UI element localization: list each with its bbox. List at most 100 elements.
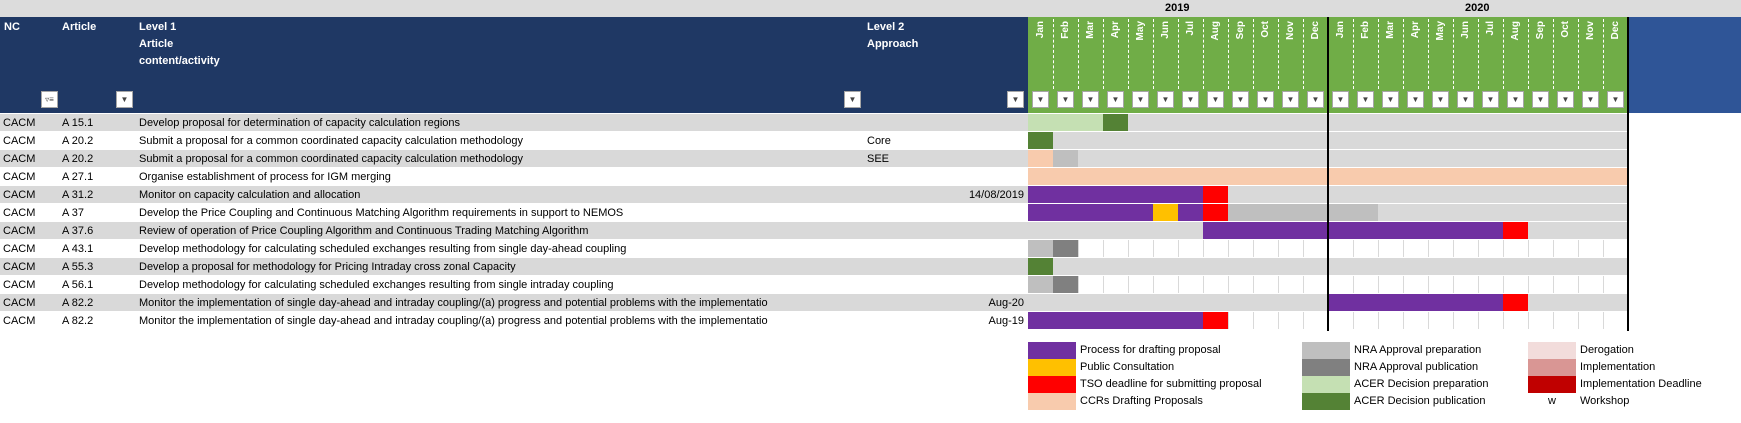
month-filter-button[interactable]: ▼ bbox=[1557, 91, 1574, 108]
month-filter-button[interactable]: ▼ bbox=[1282, 91, 1299, 108]
month-filter-button[interactable]: ▼ bbox=[1257, 91, 1274, 108]
cell-date bbox=[900, 258, 1024, 276]
month-filter-button[interactable]: ▼ bbox=[1157, 91, 1174, 108]
legend-swatch bbox=[1528, 342, 1576, 359]
month-filter-button[interactable]: ▼ bbox=[1607, 91, 1624, 108]
gantt-gridline bbox=[1603, 240, 1604, 258]
gantt-gridline bbox=[1553, 240, 1554, 258]
legend-label: CCRs Drafting Proposals bbox=[1080, 395, 1203, 407]
table-row: CACM A 31.2 Monitor on capacity calculatio… bbox=[0, 186, 1741, 204]
month-filter-button[interactable]: ▼ bbox=[1332, 91, 1349, 108]
month-label-text: Jun bbox=[1460, 21, 1471, 39]
gantt-bar-lightgreen bbox=[1028, 114, 1103, 132]
filter-dropdown-button[interactable]: ▼ bbox=[116, 91, 133, 108]
gantt-gridline bbox=[1228, 312, 1229, 330]
filter-dropdown-button[interactable]: ▼ bbox=[1007, 91, 1024, 108]
gantt-bar-lightgray bbox=[1028, 240, 1053, 258]
legend-swatch bbox=[1302, 376, 1350, 393]
month-filter-button[interactable]: ▼ bbox=[1207, 91, 1224, 108]
row-separator bbox=[0, 221, 1741, 222]
gantt-bar-darkgray bbox=[1053, 240, 1078, 258]
cell-date bbox=[900, 240, 1024, 258]
legend-label: NRA Approval publication bbox=[1354, 361, 1479, 373]
cell-nc: CACM bbox=[3, 315, 36, 327]
month-filter-button[interactable]: ▼ bbox=[1057, 91, 1074, 108]
cell-date bbox=[900, 114, 1024, 132]
gantt-bar-purple bbox=[1028, 204, 1153, 222]
month-filter-button[interactable]: ▼ bbox=[1232, 91, 1249, 108]
cell-nc: CACM bbox=[3, 135, 36, 147]
month-label-text: Feb bbox=[1060, 21, 1071, 39]
month-label: Aug bbox=[1203, 19, 1227, 89]
month-divider bbox=[1053, 19, 1054, 89]
gantt-gridline bbox=[1528, 240, 1529, 258]
row-background bbox=[0, 294, 1028, 312]
cell-date: Aug-19 bbox=[988, 315, 1024, 327]
table-row: CACM A 20.2 Submit a proposal for a common… bbox=[0, 150, 1741, 168]
month-filter-button[interactable]: ▼ bbox=[1532, 91, 1549, 108]
month-label-text: Dec bbox=[1310, 21, 1321, 40]
cell-nc: CACM bbox=[3, 117, 36, 129]
month-label: Apr bbox=[1103, 19, 1127, 89]
month-divider bbox=[1078, 19, 1079, 89]
gantt-bar-lightgray bbox=[1053, 150, 1078, 168]
cell-activity: Develop proposal for determination of ca… bbox=[139, 117, 461, 129]
month-filter-button[interactable]: ▼ bbox=[1582, 91, 1599, 108]
month-filter-button[interactable]: ▼ bbox=[1182, 91, 1199, 108]
cell-date bbox=[900, 150, 1024, 168]
month-filter-button[interactable]: ▼ bbox=[1307, 91, 1324, 108]
month-filter-button[interactable]: ▼ bbox=[1482, 91, 1499, 108]
month-filter-button[interactable]: ▼ bbox=[1457, 91, 1474, 108]
gantt-gridline bbox=[1278, 276, 1279, 294]
filter-dropdown-button[interactable]: ▼ bbox=[844, 91, 861, 108]
table-row: CACM A 56.1 Develop methodology for calcul… bbox=[0, 276, 1741, 294]
gantt-bar-red bbox=[1503, 294, 1528, 312]
gantt-gridline bbox=[1378, 312, 1379, 330]
month-filter-button[interactable]: ▼ bbox=[1407, 91, 1424, 108]
gantt-gridline bbox=[1378, 240, 1379, 258]
month-label-text: Mar bbox=[1085, 21, 1096, 39]
month-divider bbox=[1503, 19, 1504, 89]
gantt-gridline bbox=[1278, 312, 1279, 330]
month-divider bbox=[1178, 19, 1179, 89]
month-divider bbox=[1478, 19, 1479, 89]
month-label: Aug bbox=[1503, 19, 1527, 89]
month-filter-button[interactable]: ▼ bbox=[1507, 91, 1524, 108]
month-label-text: Jun bbox=[1160, 21, 1171, 39]
month-filter-button[interactable]: ▼ bbox=[1082, 91, 1099, 108]
cell-date: 14/08/2019 bbox=[968, 189, 1024, 201]
month-filter-button[interactable]: ▼ bbox=[1382, 91, 1399, 108]
cell-nc: CACM bbox=[3, 279, 36, 291]
filter-active-icon[interactable]: ▿≡ bbox=[41, 91, 58, 108]
cell-article: A 37.6 bbox=[62, 225, 94, 237]
gantt-gridline bbox=[1228, 240, 1229, 258]
cell-activity: Monitor the implementation of single day… bbox=[139, 315, 768, 327]
gantt-gridline bbox=[1278, 240, 1279, 258]
legend-swatch bbox=[1028, 376, 1076, 393]
cell-article: A 15.1 bbox=[62, 117, 94, 129]
month-label: Mar bbox=[1078, 19, 1102, 89]
legend-label: Implementation Deadline bbox=[1580, 378, 1702, 390]
month-filter-button[interactable]: ▼ bbox=[1132, 91, 1149, 108]
gantt-gridline bbox=[1378, 276, 1379, 294]
legend-swatch bbox=[1028, 359, 1076, 376]
legend-swatch bbox=[1528, 376, 1576, 393]
month-divider bbox=[1553, 19, 1554, 89]
row-separator bbox=[0, 131, 1741, 132]
month-filter-button[interactable]: ▼ bbox=[1357, 91, 1374, 108]
month-filter-button[interactable]: ▼ bbox=[1032, 91, 1049, 108]
legend-label: Workshop bbox=[1580, 395, 1630, 407]
gantt-bar-purple bbox=[1328, 294, 1503, 312]
month-label-text: Jul bbox=[1485, 21, 1496, 36]
gantt-gridline bbox=[1103, 240, 1104, 258]
month-filter-button[interactable]: ▼ bbox=[1432, 91, 1449, 108]
month-filter-button[interactable]: ▼ bbox=[1107, 91, 1124, 108]
cell-nc: CACM bbox=[3, 171, 36, 183]
month-divider bbox=[1153, 19, 1154, 89]
year-divider-line bbox=[1627, 17, 1629, 331]
gantt-bar-red bbox=[1503, 222, 1528, 240]
month-label-text: Jan bbox=[1335, 21, 1346, 39]
row-background bbox=[0, 114, 1028, 132]
gantt-bar-red bbox=[1203, 204, 1228, 222]
gantt-gridline bbox=[1103, 276, 1104, 294]
